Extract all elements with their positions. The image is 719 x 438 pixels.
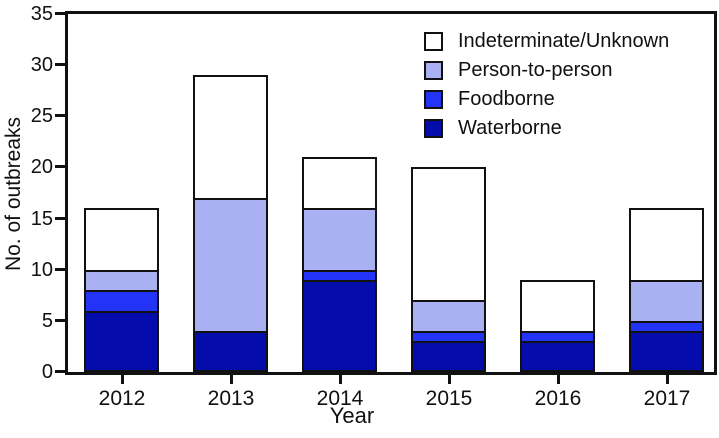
y-tick-mark [55,165,65,168]
x-tick-label-2013: 2013 [207,387,255,410]
y-tick-mark [55,319,65,322]
bar-2017-indeterminate-unknown [629,208,704,282]
bar-2013-indeterminate-unknown [193,75,268,200]
x-tick-mark [121,375,124,384]
legend-row-waterborne: Waterborne [424,117,669,139]
x-tick-label-2016: 2016 [534,387,582,410]
x-tick-mark [339,375,342,384]
legend-label: Indeterminate/Unknown [458,30,670,52]
bar-2012-indeterminate-unknown [84,208,159,272]
legend-label: Foodborne [458,88,555,110]
y-tick-label: 25 [30,105,53,127]
x-tick-mark [666,375,669,384]
x-tick-mark [557,375,560,384]
y-tick-label: 20 [30,156,53,178]
bar-2015-person-to-person [411,300,486,333]
bar-2014-indeterminate-unknown [302,157,377,210]
legend-swatch-icon [424,61,443,80]
y-tick-label: 0 [41,361,53,383]
y-tick-mark [55,12,65,15]
x-tick-label-2015: 2015 [425,387,473,410]
bar-2012-waterborne [84,311,159,372]
legend: Indeterminate/Unknown Person-to-person Foo… [424,30,670,148]
bar-2016-waterborne [520,341,595,372]
bar-2016-indeterminate-unknown [520,280,595,333]
y-tick-label: 35 [30,3,53,25]
legend-row-foodborne: Foodborne [424,88,669,110]
plot-inner [68,14,714,372]
x-tick-mark [230,375,233,384]
bar-2014-person-to-person [302,208,377,272]
x-tick-label-2012: 2012 [98,387,146,410]
bar-2015-indeterminate-unknown [411,167,486,302]
y-tick-mark [55,370,65,373]
y-tick-label: 30 [30,54,53,76]
bar-2013-waterborne [193,331,268,372]
y-axis-title: No. of outbreaks [2,116,25,272]
legend-row-person-to-person: Person-to-person [424,59,669,81]
y-tick-label: 5 [41,310,53,332]
y-tick-mark [55,114,65,117]
y-tick-label: 15 [30,208,53,230]
y-tick-label: 10 [30,259,53,281]
bar-2012-foodborne [84,290,159,313]
legend-label: Person-to-person [458,59,613,81]
legend-label: Waterborne [458,117,562,139]
x-tick-mark [448,375,451,384]
y-tick-mark [55,268,65,271]
x-tick-label-2014: 2014 [316,387,364,410]
y-tick-mark [55,63,65,66]
bar-2017-waterborne [629,331,704,372]
bar-2017-person-to-person [629,280,704,323]
bar-2014-waterborne [302,280,377,372]
plot-area [65,11,717,375]
legend-swatch-icon [424,90,443,109]
legend-swatch-icon [424,32,443,51]
x-axis-title: Year [329,403,375,428]
x-tick-label-2017: 2017 [643,387,691,410]
bar-2013-person-to-person [193,198,268,333]
legend-row-indeterminate-unknown: Indeterminate/Unknown [424,30,670,52]
y-tick-mark [55,217,65,220]
legend-swatch-icon [424,119,443,138]
bar-2012-person-to-person [84,270,159,292]
bar-2015-waterborne [411,341,486,372]
